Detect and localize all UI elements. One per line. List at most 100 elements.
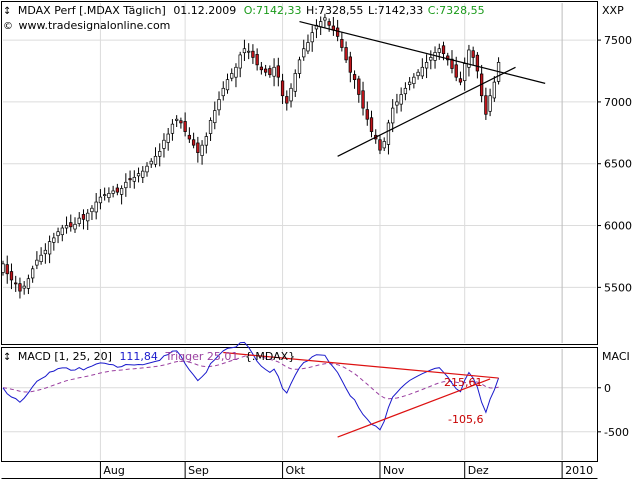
candle-body — [31, 268, 35, 279]
candle-body — [149, 160, 153, 165]
candle-body — [357, 78, 361, 95]
candle-body — [399, 94, 403, 105]
candle-body — [463, 63, 467, 81]
candle-body — [395, 101, 399, 106]
candle-body — [454, 64, 458, 78]
candle-body — [467, 49, 471, 68]
candle-body — [64, 225, 69, 229]
candle-body — [115, 187, 120, 193]
candle-body — [22, 285, 26, 289]
macd-annotation-upper: 215,61 — [444, 376, 483, 389]
candle-body — [52, 237, 56, 243]
candle-body — [391, 107, 395, 124]
candle-body — [327, 21, 331, 26]
candle-body — [297, 59, 302, 74]
candle-body — [43, 249, 48, 255]
candle-body — [47, 241, 52, 255]
candle-body — [9, 271, 14, 281]
macd-annotation-lower: -105,6 — [448, 413, 483, 426]
candle-body — [170, 123, 175, 134]
price-support-trendline — [337, 66, 516, 157]
candle-body — [293, 73, 297, 92]
candle-body — [234, 66, 238, 78]
candle-body — [191, 139, 196, 146]
price-tick-label: 7500 — [604, 34, 632, 47]
candle-body — [416, 71, 420, 77]
candle-body — [310, 32, 314, 43]
candle-body — [289, 87, 293, 102]
month-tick-label: 2010 — [565, 464, 593, 477]
candle-body — [179, 120, 183, 124]
candle-body — [420, 66, 424, 77]
candle-body — [378, 139, 382, 151]
candle-body — [365, 109, 369, 120]
price-tick-label: 6000 — [604, 220, 632, 233]
candle-body — [107, 193, 111, 198]
candle-body — [225, 79, 230, 91]
price-panel-frame — [1, 1, 598, 345]
candle-body — [488, 95, 492, 112]
candle-body — [344, 47, 348, 61]
resize-arrow-icon[interactable]: ↕ — [3, 6, 11, 17]
candle-body — [73, 223, 77, 230]
candle-body — [484, 95, 488, 115]
price-axis-label: XXP — [602, 4, 624, 17]
candle-body — [94, 201, 98, 213]
macd-axis-label: MACI — [602, 350, 630, 363]
candle-body — [145, 165, 149, 173]
candle-body — [471, 50, 475, 58]
candle-body — [335, 27, 340, 37]
svg-text:↕ MACD [1, 25, 20]: ↕ MACD [1, 25, 20] 111,84 Trigger 25,01 … — [3, 350, 295, 363]
candle-body — [69, 222, 73, 228]
candle-body — [39, 254, 43, 262]
candle-body — [268, 68, 272, 76]
month-tick-label: Aug — [103, 464, 124, 477]
candle-body — [352, 74, 357, 81]
candle-body — [302, 48, 306, 58]
candle-body — [124, 181, 128, 189]
candle-body — [475, 54, 480, 72]
candle-body — [247, 50, 251, 53]
candle-body — [441, 45, 446, 55]
grid-layer — [3, 3, 596, 460]
candle-body — [230, 73, 234, 79]
candle-body — [280, 80, 285, 97]
candle-body — [446, 55, 450, 61]
candle-body — [204, 136, 208, 146]
candle-body — [111, 190, 115, 194]
candle-body — [242, 48, 247, 54]
trigger-label: Trigger 25,01 — [164, 350, 238, 363]
candle-body — [187, 134, 192, 140]
macd-resize-arrow-icon[interactable]: ↕ — [3, 352, 11, 363]
svg-text:© www.tradesignalonline.: © www.tradesignalonline.com — [3, 19, 170, 32]
candle-body — [319, 21, 323, 28]
candle-body — [183, 121, 187, 132]
month-tick-label: Dez — [468, 464, 489, 477]
candle-body — [255, 54, 259, 66]
trend-layer — [223, 20, 546, 438]
candle-body — [98, 196, 103, 204]
price-tick-label: 6500 — [604, 158, 632, 171]
candle-body — [285, 96, 289, 104]
macd-resistance-trendline — [223, 351, 499, 379]
candle-body — [128, 178, 132, 181]
candle-body — [276, 65, 280, 78]
candle-body — [403, 87, 408, 95]
macd-tick-label: -500 — [604, 426, 629, 439]
axis-layer: 5500 6000 6500 7000 7500 -500 0 Aug Sep Okt Nov Dez… — [99, 34, 632, 478]
low-label: L:7142,33 — [368, 4, 423, 17]
candle-body — [26, 278, 31, 289]
candle-body — [196, 142, 200, 153]
candle-body — [437, 48, 441, 53]
macd-suffix-label: {.MDAX} — [245, 350, 295, 363]
candle-body — [158, 151, 162, 157]
candle-body — [132, 176, 136, 182]
candle-body — [407, 81, 412, 85]
candle-body — [348, 56, 352, 73]
candle-body — [424, 61, 429, 69]
candle-body — [208, 120, 213, 134]
candle-body — [382, 141, 386, 149]
high-label: H:7328,55 — [306, 4, 363, 17]
candle-body — [306, 42, 310, 52]
